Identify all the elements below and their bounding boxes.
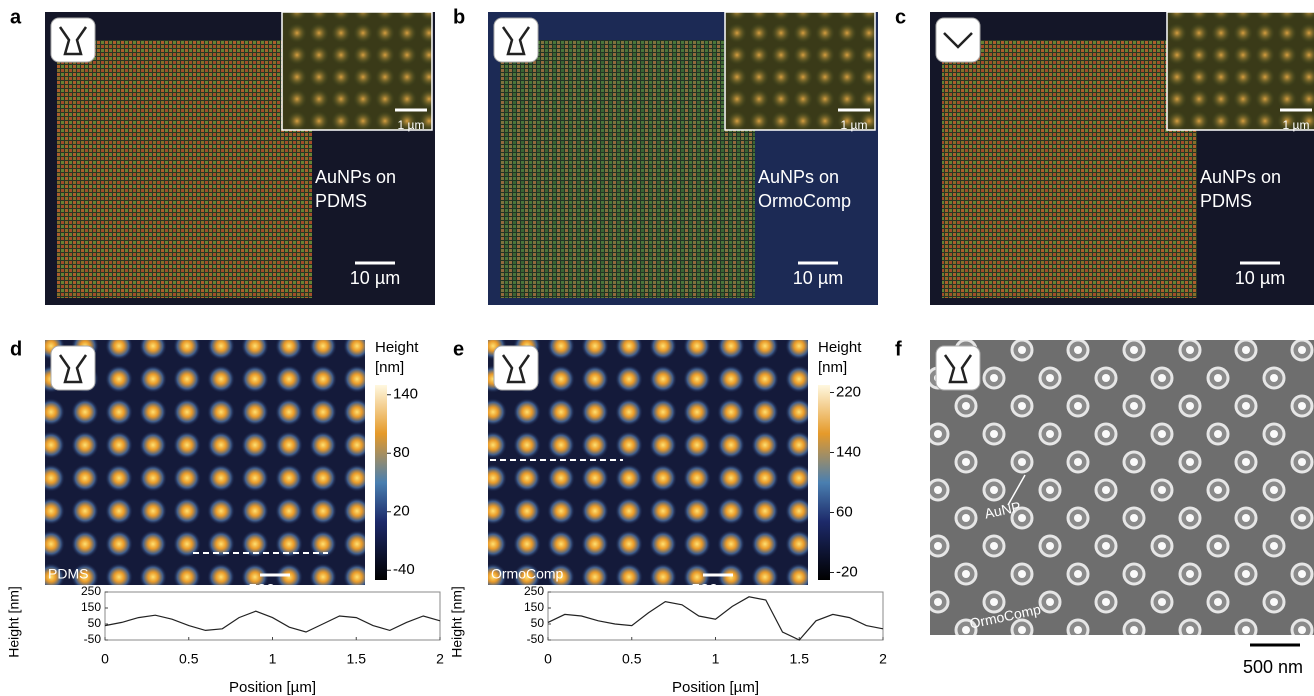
x-tick-label: 1 [269,651,277,667]
scale-label: 1 µm [1283,118,1310,132]
inset [282,12,432,130]
scale-label: 10 µm [1235,268,1285,288]
panel-letter: a [10,6,22,28]
y-tick-label: 150 [524,600,544,614]
colorbar-tick-label: -20 [836,563,858,580]
colorbar-tick-label: 220 [836,383,861,400]
y-tick-label: 250 [81,584,101,598]
image-array [500,40,755,298]
scale-label: 500 nm [691,582,744,599]
inset [725,12,875,130]
caption: PDMS [1200,191,1252,211]
x-tick-label: 0.5 [179,651,199,667]
colorbar-tick-label: 60 [836,503,853,520]
colorbar-title: Height [818,339,862,356]
y-tick-label: 50 [531,616,545,630]
icon-box [494,346,538,390]
material: OrmoComp [491,566,564,582]
caption: AuNPs on [758,167,839,187]
x-tick-label: 0.5 [622,651,642,667]
icon-box [51,18,95,62]
y-tick-label: -50 [84,632,102,646]
x-axis-label: Position [µm] [229,679,316,696]
image-array [57,40,312,298]
y-tick-label: -50 [527,632,545,646]
y-tick-label: 250 [524,584,544,598]
caption: AuNPs on [315,167,396,187]
colorbar-tick-label: 20 [393,503,410,520]
panel-letter: e [453,338,464,360]
colorbar-title: [nm] [375,359,404,376]
scale-label: 500 nm [248,582,301,599]
x-tick-label: 2 [879,651,887,667]
panel-letter: f [895,338,902,360]
colorbar-tick-label: -40 [393,561,415,578]
icon-box [494,18,538,62]
image-array [942,40,1197,298]
icon-box [51,346,95,390]
y-axis-label: Height [nm] [449,586,465,658]
scale-label: 10 µm [350,268,400,288]
x-tick-label: 1.5 [790,651,810,667]
colorbar-tick-label: 140 [836,443,861,460]
colorbar-tick-label: 140 [393,386,418,403]
caption: PDMS [315,191,367,211]
profile [548,597,883,640]
scale-label: 500 nm [1243,657,1303,677]
y-axis-label: Height [nm] [6,586,22,658]
colorbar-title: Height [375,339,419,356]
material: PDMS [48,566,88,582]
profile [105,611,440,632]
panel-letter: b [453,6,465,28]
x-tick-label: 0 [544,651,552,667]
panel-letter: d [10,338,22,360]
sem-image [930,340,1314,635]
x-axis-label: Position [µm] [672,679,759,696]
colorbar-title: [nm] [818,359,847,376]
icon-box [936,18,980,62]
scale-label: 1 µm [841,118,868,132]
colorbar [375,385,387,580]
scale-label: 10 µm [793,268,843,288]
y-tick-label: 150 [81,600,101,614]
x-tick-label: 2 [436,651,444,667]
x-tick-label: 1 [712,651,720,667]
inset [1167,12,1314,130]
x-tick-label: 0 [101,651,109,667]
colorbar-tick-label: 80 [393,444,410,461]
caption: AuNPs on [1200,167,1281,187]
scale-label: 1 µm [398,118,425,132]
caption: OrmoComp [758,191,851,211]
icon-box [936,346,980,390]
x-tick-label: 1.5 [347,651,367,667]
colorbar [818,385,830,580]
y-tick-label: 50 [88,616,102,630]
panel-letter: c [895,6,906,28]
figure: a 1 µm AuNPs on PDMS 10 µm b 1 µm AuNPs on OrmoC… [0,0,1314,696]
